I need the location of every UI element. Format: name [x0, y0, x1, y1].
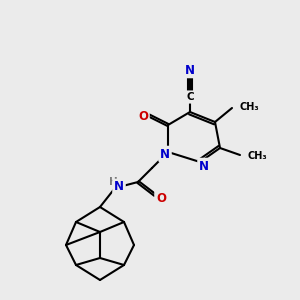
Text: N: N	[114, 181, 124, 194]
Text: H: H	[109, 177, 117, 187]
Text: CH₃: CH₃	[240, 102, 260, 112]
Text: O: O	[156, 191, 166, 205]
Text: N: N	[185, 64, 195, 76]
Text: O: O	[138, 110, 148, 122]
Text: N: N	[199, 160, 209, 172]
Text: N: N	[160, 148, 170, 160]
Text: CH₃: CH₃	[248, 151, 268, 161]
Text: C: C	[186, 92, 194, 102]
